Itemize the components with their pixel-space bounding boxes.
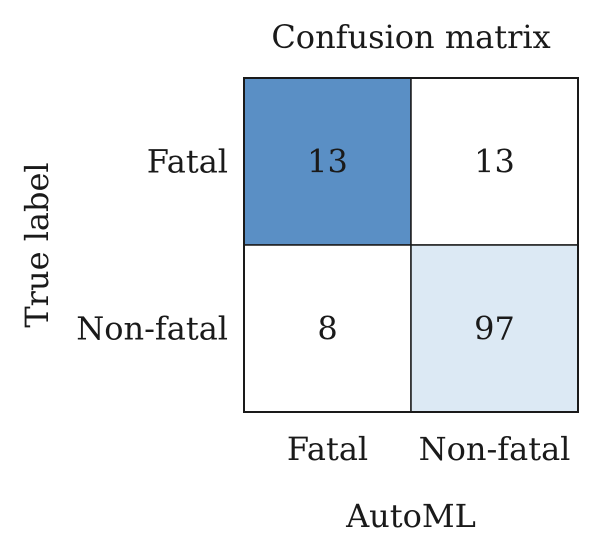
matrix-cell-r0-c1: [410, 77, 579, 246]
matrix-cells: [243, 77, 579, 413]
matrix-cell-r1-c1: [410, 244, 579, 413]
chart-title: Confusion matrix: [271, 18, 550, 56]
matrix-cell-labels: 13 13 8 97: [307, 143, 515, 348]
x-tick-label-0: Fatal: [287, 430, 368, 468]
matrix-cell-value-r1-c0: 8: [317, 310, 337, 348]
x-axis-label: AutoML: [345, 497, 476, 535]
y-tick-label-0: Fatal: [147, 143, 228, 181]
y-tick-label-1: Non-fatal: [76, 310, 228, 348]
matrix-frame: [243, 77, 579, 413]
matrix-cell-r1-c0: [243, 244, 412, 413]
matrix-cell-value-r0-c0: 13: [307, 143, 348, 181]
matrix-cell-value-r1-c1: 97: [474, 310, 515, 348]
matrix-cell-value-r0-c1: 13: [474, 143, 515, 181]
x-tick-label-1: Non-fatal: [419, 430, 571, 468]
y-tick-labels: Fatal Non-fatal: [76, 143, 228, 348]
x-tick-labels: Fatal Non-fatal: [287, 430, 571, 468]
matrix-cell-r0-c0: [243, 77, 412, 246]
y-axis-label: True label: [18, 162, 56, 327]
